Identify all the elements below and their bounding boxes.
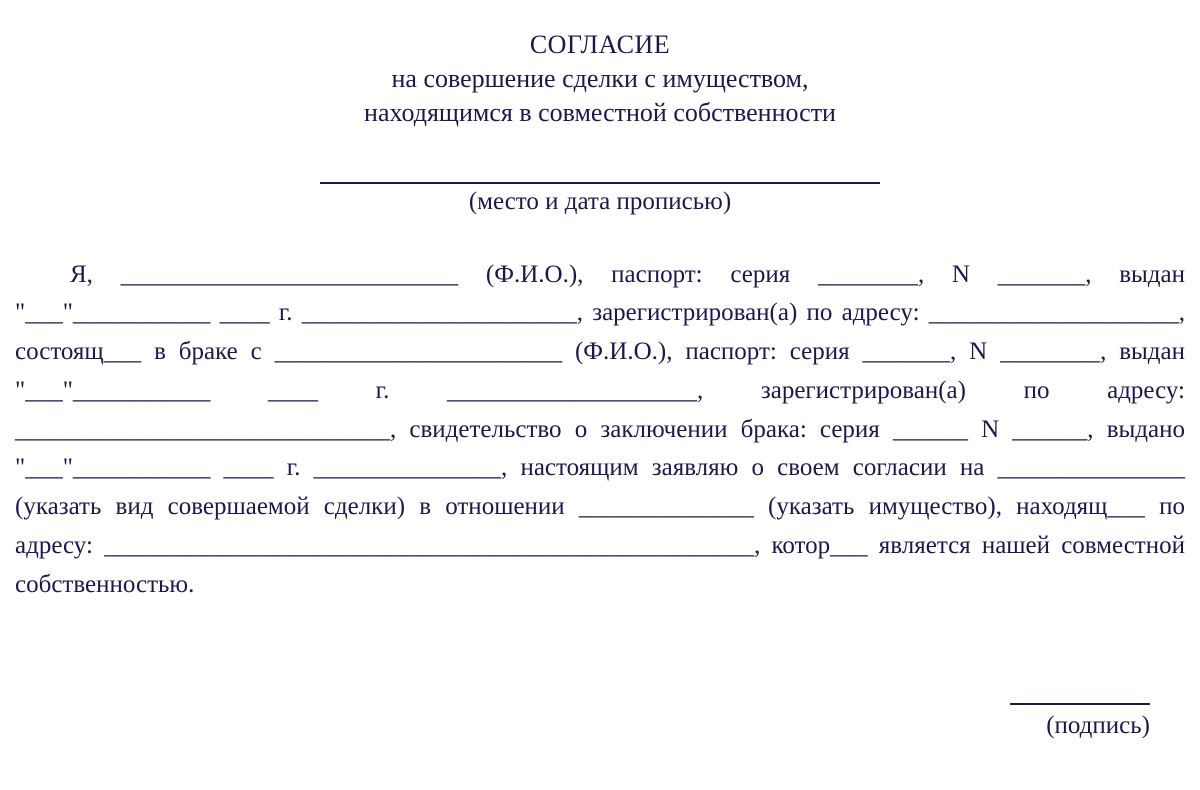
document-title: СОГЛАСИЕ	[15, 30, 1185, 60]
signature-block: (подпись)	[15, 694, 1185, 740]
place-date-fill-line	[320, 180, 880, 184]
title-block: СОГЛАСИЕ на совершение сделки с имуществ…	[15, 30, 1185, 130]
document-page: СОГЛАСИЕ на совершение сделки с имуществ…	[0, 0, 1200, 750]
consent-body-text: Я, ___________________________ (Ф.И.О.),…	[15, 256, 1185, 605]
signature-caption: (подпись)	[15, 712, 1150, 740]
place-date-caption: (место и дата прописью)	[15, 188, 1185, 216]
document-subtitle-line1: на совершение сделки с имуществом,	[15, 62, 1185, 96]
document-subtitle-line2: находящимся в совместной собственности	[15, 96, 1185, 130]
signature-fill-line	[1010, 703, 1150, 707]
consent-body-content: Я, ___________________________ (Ф.И.О.),…	[15, 256, 1185, 605]
place-date-block: (место и дата прописью)	[15, 180, 1185, 216]
